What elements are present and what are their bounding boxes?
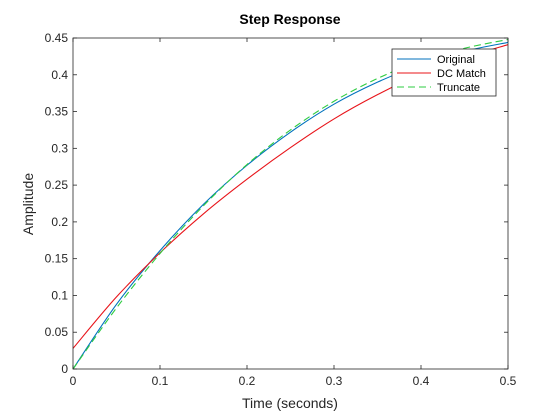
x-tick-label: 0.3 bbox=[326, 374, 343, 388]
series-line-truncate bbox=[73, 38, 508, 369]
y-axis-label: Amplitude bbox=[20, 173, 36, 235]
legend: Original DC Match Truncate bbox=[391, 48, 497, 97]
legend-items: Original DC Match Truncate bbox=[397, 54, 486, 94]
y-tick-label: 0.1 bbox=[51, 288, 68, 302]
legend-label-dc-match: DC Match bbox=[437, 68, 486, 80]
x-tick-label: 0.5 bbox=[500, 374, 517, 388]
y-tick-label: 0.3 bbox=[51, 141, 68, 155]
y-tick-label: 0.15 bbox=[45, 252, 69, 266]
x-axis-label: Time (seconds) bbox=[242, 395, 338, 411]
y-tick-label: 0.4 bbox=[51, 68, 68, 82]
y-tick-label: 0.45 bbox=[45, 31, 69, 45]
chart-title: Step Response bbox=[239, 11, 340, 27]
y-tick-label: 0 bbox=[61, 362, 68, 376]
y-tick-label: 0.05 bbox=[45, 325, 69, 339]
x-tick-label: 0.1 bbox=[152, 374, 169, 388]
plot-frame bbox=[72, 37, 509, 370]
x-tick-label: 0 bbox=[70, 374, 77, 388]
legend-label-original: Original bbox=[437, 54, 475, 66]
x-axis-ticks: 0 0.1 0.2 0.3 0.4 0.5 bbox=[70, 38, 517, 388]
y-axis-ticks: 0 0.05 0.1 0.15 0.2 0.25 0.3 0.35 0.4 0.45 bbox=[45, 31, 508, 376]
legend-label-truncate: Truncate bbox=[437, 82, 480, 94]
y-tick-label: 0.25 bbox=[45, 178, 69, 192]
y-tick-label: 0.35 bbox=[45, 105, 69, 119]
x-tick-label: 0.4 bbox=[413, 374, 430, 388]
y-tick-label: 0.2 bbox=[51, 215, 68, 229]
x-tick-label: 0.2 bbox=[239, 374, 256, 388]
